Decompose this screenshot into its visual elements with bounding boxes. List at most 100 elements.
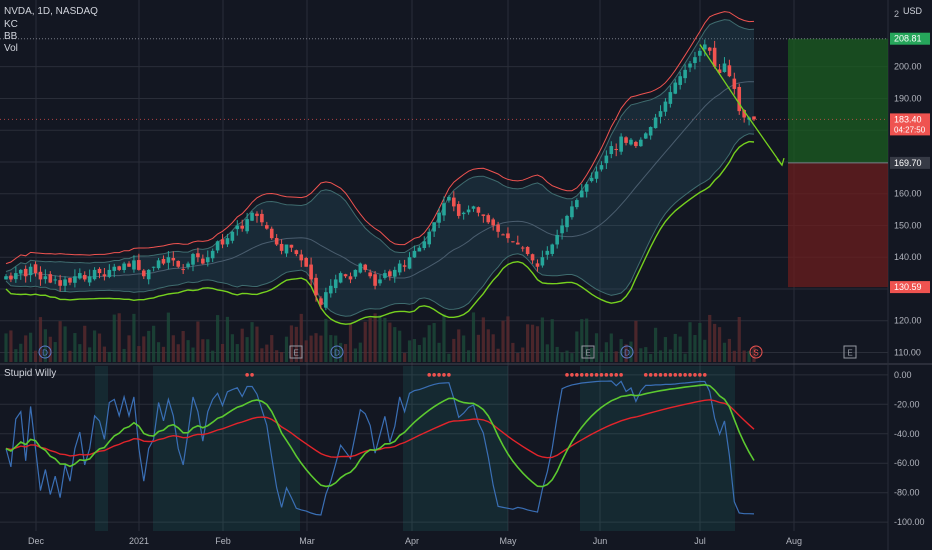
volume-bar: [403, 352, 407, 362]
candle-body: [619, 136, 623, 152]
candle-body: [38, 271, 43, 280]
candle-body: [653, 117, 658, 129]
volume-bar: [196, 321, 200, 362]
candle-body: [205, 257, 210, 263]
candle-body: [565, 215, 569, 228]
volume-bar: [83, 325, 87, 362]
indicator-tick-label: -100.00: [894, 517, 925, 527]
candle-body: [442, 203, 446, 216]
volume-bar: [250, 322, 254, 362]
bollinger-lower-inner: [5, 133, 755, 317]
candle-body: [309, 264, 313, 280]
overbought-dot: [609, 373, 614, 377]
event-label: D: [42, 349, 48, 358]
event-label: D: [334, 349, 340, 358]
event-marker-e: E: [843, 345, 857, 359]
indicator-kc-label[interactable]: KC: [4, 19, 18, 30]
candle-body: [141, 270, 146, 277]
volume-bar: [142, 336, 146, 362]
candle-body: [752, 116, 756, 120]
candle-body: [250, 212, 254, 221]
candle-body: [43, 276, 48, 280]
candle-body: [196, 253, 200, 258]
event-label: E: [585, 349, 590, 358]
time-tick-label: Jun: [593, 536, 608, 546]
candle-body: [122, 263, 126, 271]
volume-bar: [19, 343, 23, 362]
volume-bar: [127, 335, 131, 362]
candle-body: [201, 258, 205, 264]
volume-bar: [673, 333, 677, 362]
volume-bar: [299, 313, 303, 362]
time-tick-label: Mar: [299, 536, 315, 546]
candle-body: [73, 276, 77, 283]
indicator-vol-label[interactable]: Vol: [4, 43, 18, 54]
overbought-dot: [594, 373, 599, 377]
indicator-tick-label: -20.00: [894, 399, 920, 409]
candle-body: [476, 207, 481, 213]
volume-bar: [580, 319, 584, 362]
event-box: [843, 345, 857, 359]
candle-body: [63, 279, 67, 286]
candle-body: [97, 268, 102, 274]
volume-bar: [230, 334, 234, 362]
event-marker-e: E: [289, 345, 303, 359]
volume-bar: [117, 313, 121, 362]
candle-body: [33, 264, 38, 274]
price-tick-label: 120.00: [894, 316, 922, 326]
volume-bar: [58, 321, 62, 362]
volume-bar: [161, 346, 166, 362]
volume-bar: [462, 335, 466, 362]
time-tick-label: May: [499, 536, 517, 546]
overbought-dot: [673, 373, 678, 377]
candle-body: [9, 275, 13, 280]
volume-bar: [506, 316, 510, 362]
volume-bar: [545, 344, 549, 362]
candle-body: [274, 238, 279, 245]
price-badge-text: 130.59: [894, 282, 922, 292]
volume-bar: [319, 335, 323, 362]
volume-bar: [585, 318, 589, 362]
candle-body: [575, 200, 579, 208]
volume-bar: [216, 315, 220, 362]
volume-bar: [339, 342, 343, 362]
candle-body: [117, 266, 121, 270]
candle-body: [427, 231, 432, 245]
volume-bar: [220, 343, 225, 362]
candle-body: [176, 260, 181, 267]
volume-bar: [294, 326, 298, 362]
candle-body: [265, 225, 269, 229]
volume-bar: [348, 322, 353, 362]
candle-body: [324, 292, 328, 308]
candle-body: [624, 137, 628, 143]
candle-body: [151, 266, 156, 268]
volume-bar: [678, 336, 682, 362]
volume-bar: [644, 347, 648, 362]
candle-body: [397, 263, 402, 273]
candle-body: [191, 254, 195, 265]
overbought-dot: [619, 373, 623, 377]
volume-bar: [206, 339, 210, 362]
volume-bar: [624, 344, 628, 362]
candle-body: [673, 82, 678, 94]
overbought-dot: [427, 373, 432, 377]
price-badge: [890, 32, 930, 45]
volume-bar: [688, 322, 692, 362]
bollinger-fill: [6, 19, 754, 317]
candle-body: [28, 266, 33, 276]
time-tick-label: Dec: [28, 536, 45, 546]
candle-body: [461, 212, 466, 215]
fast-ma-line: [5, 383, 755, 488]
candle-body: [550, 244, 555, 254]
candle-body: [284, 244, 289, 254]
candle-body: [294, 250, 299, 255]
event-label: D: [624, 349, 630, 358]
indicator-bb-label[interactable]: BB: [4, 31, 18, 42]
candle-body: [215, 241, 220, 251]
volume-bar: [225, 316, 230, 362]
volume-bar: [614, 351, 618, 362]
volume-bar: [722, 342, 727, 362]
volume-bar: [102, 346, 107, 362]
